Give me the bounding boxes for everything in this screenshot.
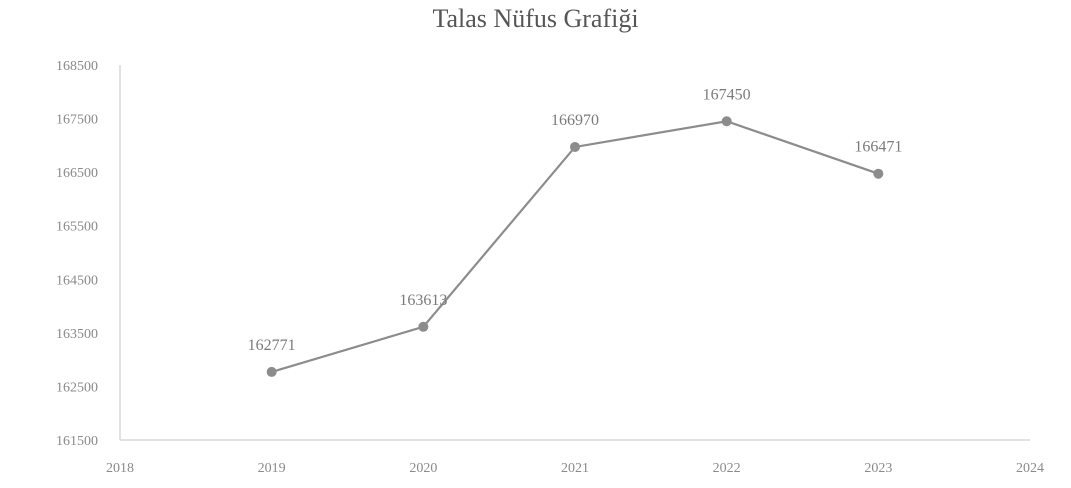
x-tick-label: 2019 (258, 461, 286, 476)
data-label: 162771 (248, 337, 296, 354)
y-tick-label: 164500 (56, 273, 98, 288)
y-tick-label: 168500 (56, 59, 98, 74)
x-tick-label: 2020 (409, 461, 437, 476)
x-tick-label: 2023 (864, 461, 892, 476)
chart-title: Talas Nüfus Grafiği (432, 4, 639, 33)
x-tick-label: 2022 (713, 461, 741, 476)
series-group (266, 116, 884, 377)
y-axis-ticks: 161500 162500 163500 164500 165500 166500 1675… (56, 59, 98, 449)
y-tick-label: 161500 (56, 434, 98, 449)
data-label: 166471 (854, 139, 902, 156)
x-axis-ticks: 2018 2019 2020 2021 2022 2023 2024 (106, 461, 1044, 476)
data-labels-group: 162771 163613 166970 167450 166471 (248, 86, 903, 354)
y-tick-label: 162500 (56, 380, 98, 395)
data-label: 166970 (551, 112, 599, 129)
y-tick-label: 163500 (56, 327, 98, 342)
series-line (271, 120, 879, 373)
data-point (873, 168, 884, 179)
data-label: 163613 (399, 292, 447, 309)
x-tick-label: 2024 (1016, 461, 1044, 476)
data-point (266, 366, 277, 377)
x-tick-label: 2018 (106, 461, 134, 476)
data-point (570, 141, 580, 152)
data-point (721, 116, 732, 127)
y-tick-label: 165500 (56, 220, 98, 235)
y-tick-label: 167500 (56, 113, 98, 128)
y-tick-label: 166500 (56, 166, 98, 181)
data-point (418, 321, 429, 332)
data-label: 167450 (703, 86, 751, 103)
x-tick-label: 2021 (561, 461, 589, 476)
